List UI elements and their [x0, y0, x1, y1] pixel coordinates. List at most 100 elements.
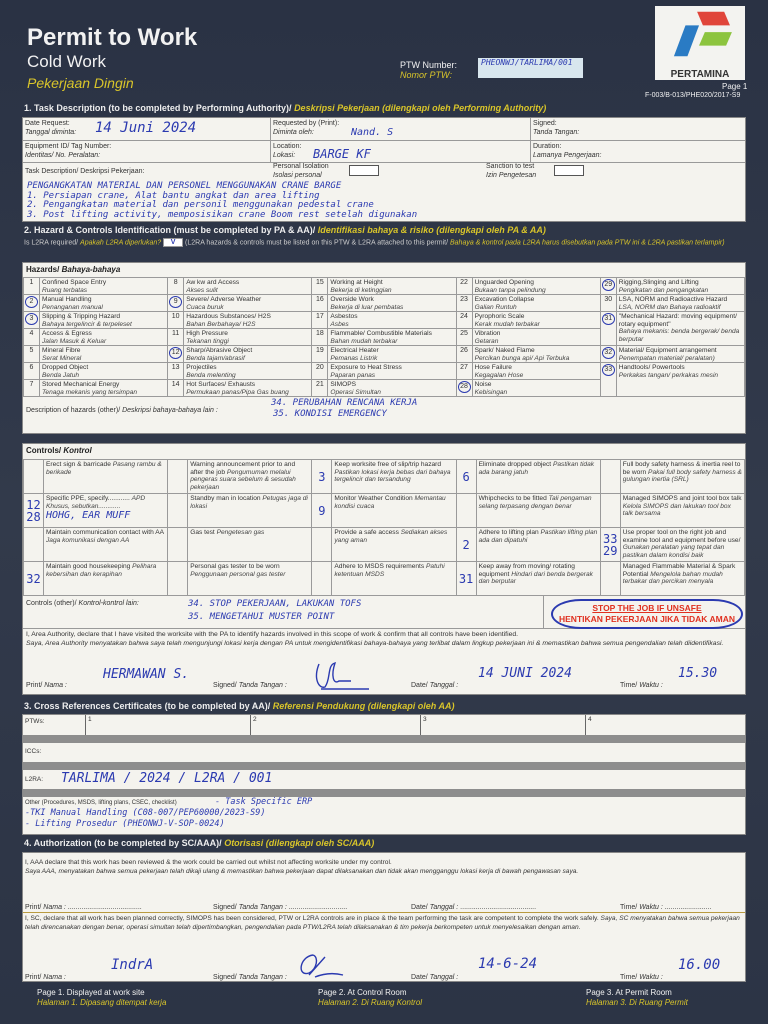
hazard-number[interactable]: 9 — [167, 294, 185, 312]
hazard-number[interactable]: 3 — [23, 311, 40, 329]
hazard-number[interactable]: 19 — [311, 345, 329, 363]
ptw-slot-2[interactable]: 2 — [250, 715, 420, 735]
hazard-number[interactable]: 8 — [167, 277, 185, 295]
ptw-number-field[interactable]: PHEONWJ/TARLIMA/001 — [478, 58, 583, 78]
hazard-number[interactable]: 15 — [311, 277, 329, 295]
requested-by-field[interactable]: Requested by (Print): Diminta oleh: Nand. … — [271, 118, 531, 140]
aaa-time-field[interactable]: Time/ Waktu : ........................ — [620, 904, 712, 911]
hazard-number[interactable]: 6 — [23, 362, 40, 380]
control-mark[interactable] — [167, 561, 189, 596]
hazard-number[interactable]: 2 — [23, 294, 40, 312]
hazard-number[interactable]: 33 — [599, 362, 617, 397]
aa-time-field[interactable]: 15.30 — [678, 666, 718, 681]
ptw-number-label-id: Nomor PTW: — [400, 70, 453, 80]
hazard-number[interactable]: 27 — [455, 362, 473, 380]
control-mark[interactable] — [311, 561, 333, 596]
hazard-item: Projectiles Benda melenting — [183, 362, 313, 380]
control-mark[interactable]: 2 — [455, 527, 477, 562]
duration-field[interactable]: Duration: Lamanya Pengerjaan: — [533, 143, 602, 159]
control-mark[interactable] — [23, 527, 44, 562]
hazard-number[interactable]: 31 — [599, 311, 617, 346]
circled-selection-mark: 9 — [169, 296, 183, 308]
hazard-item: Exposure to Heat Stress Paparan panas — [327, 362, 457, 380]
control-item: Gas test Pengetesan gas — [187, 527, 313, 562]
hazard-number[interactable]: 20 — [311, 362, 329, 380]
other-references-field[interactable]: Other (Procedures, MSDS, lifting plans, … — [25, 797, 313, 829]
hazard-number[interactable]: 10 — [167, 311, 185, 329]
control-mark[interactable]: 9 — [311, 493, 333, 528]
sc-time-field[interactable]: 16.00 — [678, 957, 721, 973]
hazard-number[interactable]: 14 — [167, 379, 185, 397]
personal-isolation-label: Personal Isolation Isolasi personal — [273, 163, 329, 179]
aaa-name-field[interactable]: Print/ Nama : ..........................… — [25, 904, 142, 911]
hazard-number[interactable]: 18 — [311, 328, 329, 346]
aaa-signed-field[interactable]: Signed/ Tanda Tangan : .................… — [213, 904, 348, 911]
sc-date-field[interactable]: 14-6-24 — [478, 956, 538, 972]
hazard-number[interactable]: 28 — [455, 379, 473, 397]
personal-isolation-checkbox[interactable] — [349, 165, 379, 176]
control-mark[interactable] — [23, 459, 44, 494]
control-mark[interactable] — [167, 493, 189, 528]
aaa-declaration: I, AAA declare that this work has been r… — [23, 853, 745, 913]
hazard-item: Asbestos Asbes — [327, 311, 457, 329]
date-request-field[interactable]: Date Request: Tanggal diminta: 14 Juni 202… — [23, 118, 271, 140]
location-field[interactable]: Location: Lokasi: BARGE KF — [271, 141, 531, 162]
hazard-number[interactable]: 26 — [455, 345, 473, 363]
hazard-item: Confined Space Entry Ruang terbatas — [38, 277, 169, 295]
control-mark[interactable] — [167, 459, 189, 494]
control-mark[interactable] — [599, 459, 621, 494]
aa-date-field[interactable]: 14 JUNI 2024 — [478, 666, 572, 681]
ptw-slot-4[interactable]: 4 — [585, 715, 745, 735]
hazard-number[interactable]: 21 — [311, 379, 329, 397]
control-mark[interactable]: 12 28 — [23, 493, 44, 528]
hazard-number[interactable]: 13 — [167, 362, 185, 380]
l2ra-field[interactable]: L2RA: TARLIMA / 2024 / L2RA / 001 — [25, 771, 273, 786]
hazard-number[interactable]: 24 — [455, 311, 473, 329]
controls-other-field[interactable]: Controls (other)/ Kontrol-kontrol lain: … — [23, 596, 745, 629]
hazard-number[interactable]: 32 — [599, 345, 617, 363]
hazard-number[interactable]: 1 — [23, 277, 40, 295]
aaa-date-field[interactable]: Date/ Tanggal : ........................… — [411, 904, 537, 911]
control-mark[interactable]: 33 29 — [599, 527, 621, 562]
equipment-id-field[interactable]: Equipment ID/ Tag Number: Identitas/ No. … — [23, 141, 271, 162]
stop-the-job-notice: STOP THE JOB IF UNSAFE HENTIKAN PEKERJAAN… — [551, 599, 743, 629]
hazard-number[interactable]: 5 — [23, 345, 40, 363]
l2ra-required-checkbox[interactable]: V — [163, 238, 184, 247]
control-mark[interactable] — [167, 527, 189, 562]
control-mark[interactable]: 31 — [455, 561, 477, 596]
hazard-number[interactable]: 7 — [23, 379, 40, 397]
sc-name-field[interactable]: IndrA — [111, 957, 154, 973]
control-item: Adhere to MSDS requirements Patuhi keten… — [331, 561, 457, 596]
form-subtitle-id: Pekerjaan Dingin — [27, 75, 134, 91]
hazard-number[interactable]: 29 — [599, 277, 617, 295]
hazard-number[interactable]: 23 — [455, 294, 473, 312]
hazard-number[interactable]: 17 — [311, 311, 329, 329]
hazard-number[interactable]: 16 — [311, 294, 329, 312]
control-mark[interactable] — [599, 493, 621, 528]
hazards-other-field[interactable]: Description of hazards (other)/ Deskrips… — [26, 398, 418, 419]
hazard-number[interactable]: 12 — [167, 345, 185, 363]
control-mark[interactable] — [311, 527, 333, 562]
control-mark[interactable] — [455, 493, 477, 528]
control-mark[interactable]: 6 — [455, 459, 477, 494]
form-code: F-003/B-013/PHE020/2017-S9 — [645, 92, 741, 99]
signed-field[interactable]: Signed: Tanda Tangan: — [533, 120, 580, 136]
hazard-row: 1 Confined Space Entry Ruang terbatas 8 Aw k… — [23, 277, 746, 295]
sanction-to-test-checkbox[interactable] — [554, 165, 584, 176]
hazard-number[interactable]: 4 — [23, 328, 40, 346]
hazard-number[interactable]: 25 — [455, 328, 473, 346]
ptw-slot-3[interactable]: 3 — [420, 715, 585, 735]
control-mark[interactable]: 32 — [23, 561, 44, 596]
task-description-field[interactable]: Task Description/ Deskripsi Pekerjaan: P… — [23, 163, 745, 221]
control-mark[interactable] — [599, 561, 621, 596]
control-item: Specific PPE, specify............ APD Kh… — [42, 493, 169, 528]
hazard-item: Stored Mechanical Energy Tenaga mekanis y… — [38, 379, 169, 397]
iccs-field[interactable]: ICCs: — [25, 748, 42, 755]
hazard-number[interactable]: 30 — [599, 294, 617, 312]
hazard-number[interactable]: 22 — [455, 277, 473, 295]
aa-name-field[interactable]: HERMAWAN S. — [103, 667, 190, 682]
control-item: Adhere to lifting plan Pastikan lifting … — [475, 527, 601, 562]
hazard-number[interactable]: 11 — [167, 328, 185, 346]
ptw-slot-1[interactable]: 1 — [85, 715, 250, 735]
control-mark[interactable]: 3 — [311, 459, 333, 494]
